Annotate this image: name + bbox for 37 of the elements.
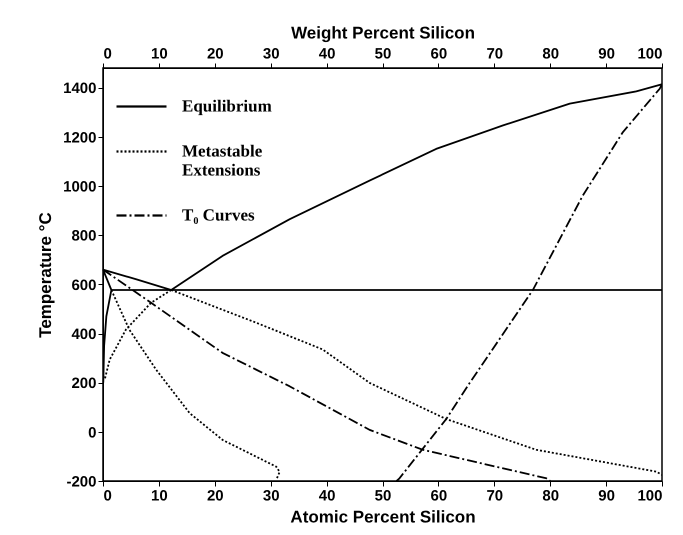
y-tick-label: 400 xyxy=(71,326,96,343)
x-tick-label: 100 xyxy=(637,488,662,504)
x2-tick-label: 60 xyxy=(430,46,448,62)
x2-tick-label: 20 xyxy=(206,46,224,62)
y-tick-label: 1000 xyxy=(63,178,96,196)
y-axis-title: Temperature °C xyxy=(36,212,56,338)
y-tick-label: 200 xyxy=(71,375,96,392)
x-tick-label: 80 xyxy=(542,488,560,504)
x-tick-label: 30 xyxy=(262,488,280,504)
x-tick-label: 40 xyxy=(318,488,336,504)
legend-label: T₀ Curves xyxy=(182,206,256,224)
x2-axis-title: Weight Percent Silicon xyxy=(291,24,475,42)
x-tick-label: 10 xyxy=(151,488,168,504)
x-tick-label: 0 xyxy=(104,488,112,504)
x2-tick-label: 0 xyxy=(104,46,112,62)
x-tick-label: 50 xyxy=(374,488,392,504)
y-tick-label: -200 xyxy=(66,474,96,490)
x2-tick-label: 100 xyxy=(637,46,662,62)
x2-tick-label: 40 xyxy=(318,46,336,62)
x2-tick-label: 50 xyxy=(374,46,392,62)
x-axis-title: Atomic Percent Silicon xyxy=(290,508,476,526)
x2-tick-label: 80 xyxy=(542,46,560,62)
y-tick-label: 800 xyxy=(71,228,96,245)
x-tick-label: 20 xyxy=(206,488,224,504)
x-tick-label: 70 xyxy=(486,488,504,504)
y-tick-label: 0 xyxy=(88,424,96,442)
x2-tick-label: 10 xyxy=(151,46,168,62)
x2-tick-label: 90 xyxy=(598,46,615,62)
x2-tick-label: 70 xyxy=(486,46,504,62)
y-tick-label: 1200 xyxy=(63,129,96,146)
y-tick-label: 600 xyxy=(71,276,96,294)
legend-label: Metastable Extensions xyxy=(182,142,263,180)
x2-tick-label: 30 xyxy=(262,46,280,62)
x-tick-label: 90 xyxy=(598,488,615,504)
x-tick-label: 60 xyxy=(430,488,448,504)
y-tick-label: 1400 xyxy=(63,80,96,98)
legend-label: Equilibrium xyxy=(182,96,272,116)
